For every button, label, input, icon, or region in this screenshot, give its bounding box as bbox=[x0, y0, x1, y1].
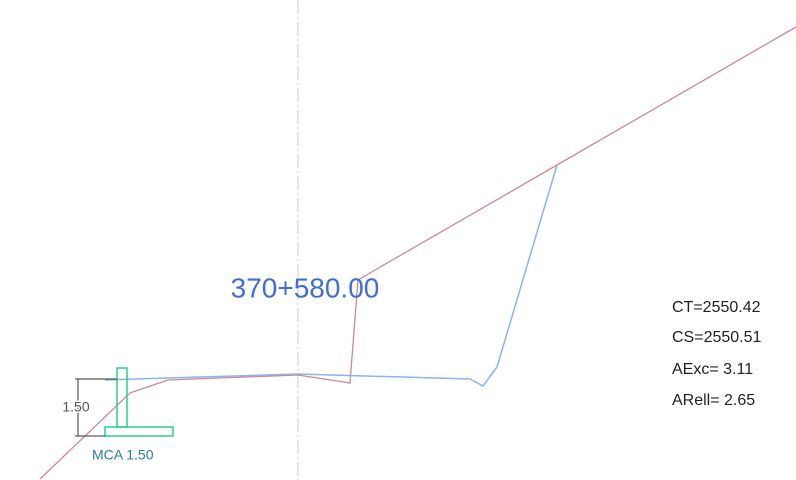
result-label: CT=2550.42 bbox=[672, 299, 761, 316]
result-label: ARell= 2.65 bbox=[672, 392, 755, 409]
dimension-label: 1.50 bbox=[62, 399, 89, 415]
ditch-symbol bbox=[104, 367, 174, 437]
terrain-line bbox=[39, 26, 796, 480]
result-label: CS=2550.51 bbox=[672, 329, 762, 346]
dimension-lines bbox=[75, 378, 117, 437]
design-line bbox=[104, 164, 558, 387]
ditch-label: MCA 1.50 bbox=[92, 447, 154, 463]
result-label: AExc= 3.11 bbox=[672, 361, 753, 378]
ditch-base bbox=[104, 426, 174, 437]
station-label: 370+580.00 bbox=[231, 272, 380, 303]
